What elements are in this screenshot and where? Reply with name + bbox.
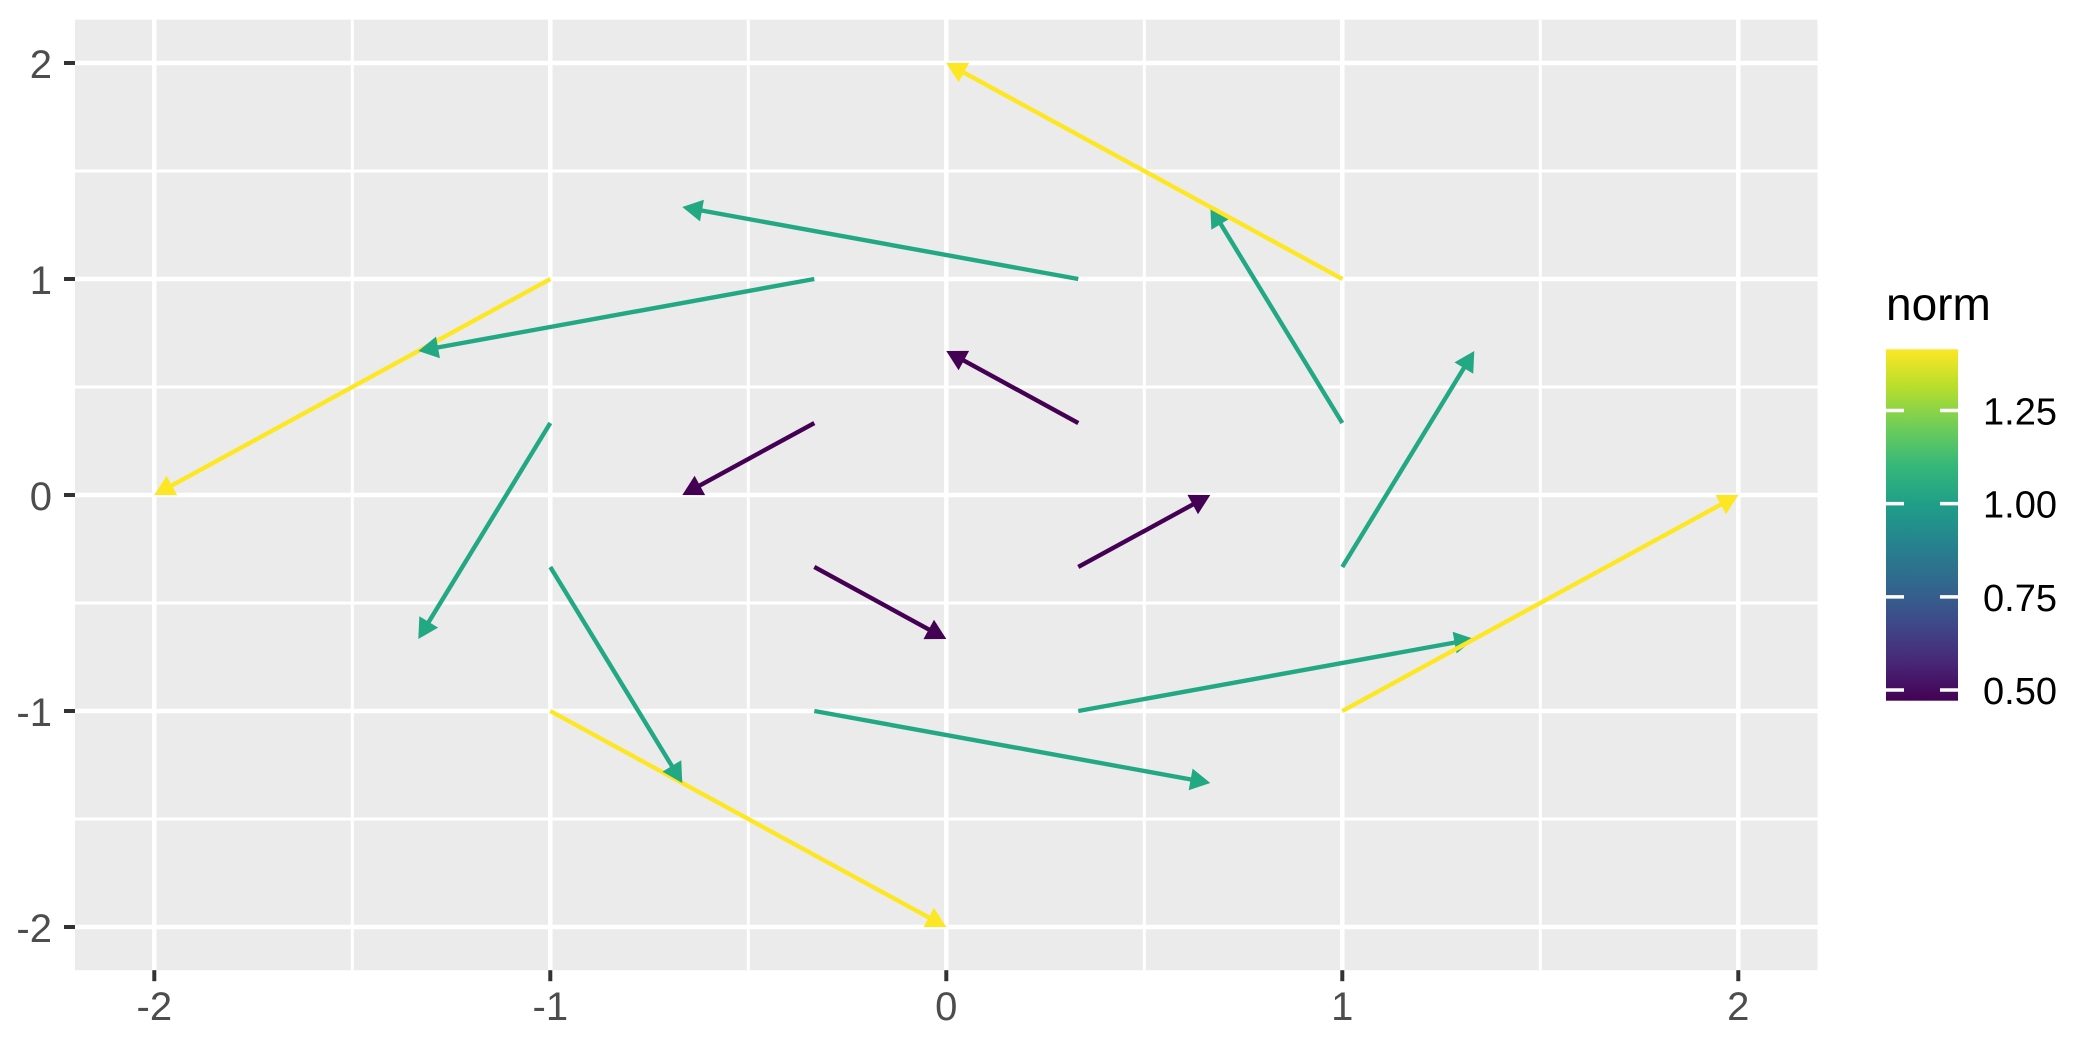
arrow-layer <box>154 62 1739 928</box>
vector-arrow <box>418 421 553 640</box>
legend-colorbar <box>1886 349 1958 701</box>
vector-arrow <box>682 199 1079 282</box>
vector-arrowhead <box>1210 207 1231 230</box>
vector-arrow-shaft <box>548 565 677 773</box>
x-tick-label: -1 <box>533 985 569 1029</box>
vector-arrow-shaft <box>695 207 1079 282</box>
y-tick-label: 2 <box>30 43 52 87</box>
vector-arrowhead <box>662 760 683 783</box>
vector-arrowhead <box>1454 350 1475 374</box>
legend-tick-label: 0.75 <box>1983 578 2057 620</box>
vector-arrow-shaft <box>1077 499 1200 569</box>
vector-arrow-shaft <box>813 708 1197 783</box>
vector-arrow-shaft <box>1215 217 1345 425</box>
vector-arrowhead <box>1187 494 1211 515</box>
vector-arrow <box>946 350 1080 425</box>
vector-arrow <box>946 62 1344 281</box>
grid-layer <box>75 19 1818 971</box>
vector-arrow-shaft <box>957 67 1344 281</box>
vector-arrowhead <box>682 475 706 496</box>
vector-arrowhead <box>418 336 440 359</box>
vector-arrowhead <box>1188 768 1211 791</box>
y-tick-label: 0 <box>30 475 52 519</box>
vector-arrowhead <box>154 475 178 496</box>
vector-arrow-shaft <box>165 277 552 491</box>
y-tick-label: 1 <box>30 259 52 303</box>
vector-arrowhead <box>923 907 947 928</box>
legend: norm 1.25 1.00 0.75 0.50 <box>1886 278 2057 713</box>
vector-arrow <box>1077 494 1211 569</box>
vector-arrow-shaft <box>549 709 936 923</box>
x-tick-label: 0 <box>935 985 957 1029</box>
vector-arrowhead <box>946 350 970 371</box>
vector-arrowhead <box>946 62 970 83</box>
vector-arrow-shaft <box>1340 361 1469 569</box>
legend-title: norm <box>1886 278 1991 330</box>
vector-arrow-shaft <box>1077 639 1461 714</box>
vector-arrowhead <box>418 616 439 640</box>
x-tick-label: 1 <box>1331 985 1353 1029</box>
vector-arrow <box>1340 350 1475 569</box>
vector-arrow <box>549 709 947 928</box>
vector-arrow <box>548 565 683 783</box>
vector-arrow <box>1210 207 1345 425</box>
vector-arrow-shaft <box>693 421 816 491</box>
y-tick-label: -1 <box>16 691 52 735</box>
vector-arrowhead <box>923 619 947 640</box>
vector-arrow-shaft <box>1341 499 1728 713</box>
vector-arrow <box>813 708 1211 791</box>
vector-arrow <box>682 421 816 496</box>
legend-tick-label: 0.50 <box>1983 671 2057 713</box>
legend-tick-label: 1.25 <box>1983 392 2057 434</box>
vector-arrow-shaft <box>423 421 553 629</box>
vector-arrow <box>418 276 815 359</box>
vector-arrow <box>813 565 947 640</box>
axis-layer: -2 -1 0 1 2 2 1 0 -1 -2 <box>16 43 1749 1029</box>
vector-arrowhead <box>1715 494 1739 515</box>
x-tick-label: -2 <box>137 985 173 1029</box>
x-tick-label: 2 <box>1727 985 1749 1029</box>
vector-arrow-shaft <box>957 355 1080 425</box>
y-tick-label: -2 <box>16 907 52 951</box>
vector-arrow <box>154 277 552 496</box>
vector-arrow-shaft <box>813 565 936 635</box>
vector-arrow <box>1341 494 1739 713</box>
vector-arrowhead <box>682 199 704 222</box>
legend-tick-label: 1.00 <box>1983 485 2057 527</box>
vector-arrow-shaft <box>431 276 815 351</box>
